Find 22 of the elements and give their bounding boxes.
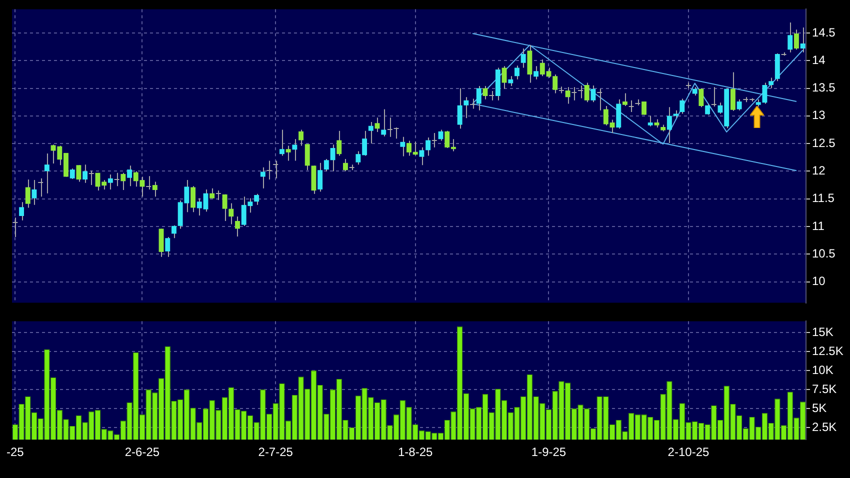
y-tick-label: 2.5K (812, 420, 837, 434)
y-tick-label: 12.5 (812, 136, 836, 150)
y-tick-label: 11 (812, 218, 825, 233)
x-tick-label: 2-7-25 (258, 445, 294, 460)
y-tick-label: 14.5 (812, 25, 836, 40)
y-tick-label: 7.5K (812, 382, 837, 396)
x-tick-label: 1-8-25 (398, 445, 434, 460)
y-tick-label: 12.5K (812, 344, 844, 358)
x-tick-label: 2-10-25 (668, 445, 710, 460)
x-tick-label: 1-9-25 (531, 445, 566, 460)
y-tick-label: 12 (812, 164, 826, 178)
y-tick-label: 11.5 (812, 191, 835, 206)
x-tick-label: 2-6-25 (124, 445, 160, 460)
y-tick-label: 14 (812, 52, 826, 67)
y-tick-label: 15K (812, 324, 834, 339)
x-tick-label: -25 (6, 445, 24, 460)
y-tick-label: 13 (812, 108, 826, 122)
y-tick-label: 10.5 (812, 246, 836, 260)
y-tick-label: 10K (812, 362, 834, 377)
y-tick-label: 13.5 (812, 80, 836, 95)
y-tick-label: 10 (812, 274, 826, 288)
y-tick-label: 5K (812, 400, 827, 415)
